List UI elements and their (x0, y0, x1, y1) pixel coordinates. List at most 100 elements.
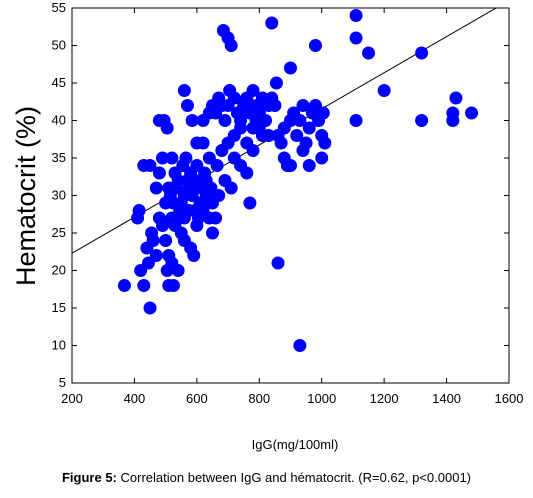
y-tick-label: 5 (59, 375, 66, 390)
data-point (315, 151, 329, 165)
data-point (243, 196, 257, 210)
data-point (180, 99, 194, 112)
y-tick-label: 10 (52, 338, 66, 353)
data-point (174, 196, 188, 210)
data-point (449, 91, 463, 105)
x-tick-label: 200 (61, 391, 83, 406)
data-point (185, 189, 199, 202)
data-point (205, 196, 219, 210)
data-point (362, 46, 376, 60)
data-point (149, 181, 163, 195)
data-point (143, 159, 157, 172)
data-point (246, 121, 260, 135)
y-tick-label: 30 (52, 188, 66, 203)
data-point (415, 114, 429, 127)
data-point (137, 279, 151, 292)
data-point (234, 121, 248, 135)
y-tick-label: 50 (52, 38, 66, 53)
y-tick-label: 55 (52, 0, 66, 15)
data-point (265, 16, 279, 30)
data-point (293, 114, 307, 127)
y-axis-title: Hematocrit (%) (11, 106, 41, 286)
data-point (296, 144, 310, 157)
data-point (152, 166, 166, 180)
data-point (284, 61, 297, 75)
data-point (160, 121, 174, 135)
data-point (145, 226, 159, 240)
data-point (209, 211, 223, 225)
data-point (415, 46, 429, 60)
figure-caption-label: Figure 5: (61, 470, 117, 485)
data-point (446, 114, 460, 127)
data-point (269, 76, 283, 90)
data-point (240, 166, 254, 180)
data-point (465, 106, 479, 120)
data-point (187, 249, 201, 262)
y-tick-label: 35 (52, 150, 66, 165)
data-point (179, 151, 193, 165)
data-point (177, 84, 191, 97)
data-point (296, 99, 310, 112)
data-point (302, 159, 316, 172)
data-point (316, 106, 330, 120)
data-point (196, 136, 210, 150)
y-tick-label: 40 (52, 113, 66, 128)
chart: 5 10 15 20 25 30 35 40 45 50 55 200 400 600 800 1000 12… (11, 0, 523, 452)
data-point (224, 181, 238, 195)
data-point (377, 84, 391, 97)
y-tick-label: 45 (52, 75, 66, 90)
x-tick-label: 1400 (432, 391, 461, 406)
data-point (156, 219, 170, 232)
data-point (349, 9, 363, 22)
x-tick-label: 600 (186, 391, 208, 406)
data-point (117, 279, 131, 292)
data-point (246, 84, 260, 97)
data-point (268, 99, 282, 112)
y-tick-label: 20 (52, 263, 66, 278)
data-point (259, 114, 273, 127)
data-point (246, 144, 260, 157)
data-point (143, 301, 157, 315)
figure-caption-text: Correlation between IgG and hématocrit. … (120, 470, 472, 485)
data-point (191, 211, 205, 225)
data-point (202, 151, 216, 165)
data-point (302, 121, 316, 135)
data-point (308, 39, 322, 52)
x-tick-label: 1600 (495, 391, 524, 406)
data-point (132, 204, 146, 217)
y-tick-label: 25 (52, 225, 66, 240)
data-point (160, 264, 174, 277)
figure-caption: Figure 5: Correlation between IgG and hé… (0, 470, 533, 485)
data-point (185, 114, 199, 127)
data-point (165, 151, 179, 165)
data-point (205, 226, 219, 240)
data-point (170, 181, 184, 195)
data-point (227, 91, 241, 105)
x-tick-label: 800 (248, 391, 270, 406)
data-point (168, 219, 182, 232)
data-point (318, 136, 332, 150)
data-point (218, 114, 232, 127)
data-point (166, 279, 180, 292)
data-point (224, 39, 238, 52)
points-layer (117, 9, 479, 352)
data-point (290, 129, 304, 142)
data-point (204, 181, 218, 195)
y-tick-label: 15 (52, 300, 66, 315)
data-point (156, 151, 170, 165)
data-point (349, 114, 363, 127)
data-point (159, 234, 173, 247)
x-tick-label: 1000 (307, 391, 336, 406)
x-axis-title: IgG(mg/100ml) (252, 437, 339, 452)
data-point (349, 31, 363, 45)
data-point (149, 249, 163, 262)
x-tick-label: 1200 (370, 391, 399, 406)
data-point (262, 129, 276, 142)
data-point (293, 339, 307, 352)
data-point (274, 136, 288, 150)
x-axis: 200 400 600 800 1000 1200 1400 1600 (61, 8, 523, 406)
x-tick-label: 400 (124, 391, 146, 406)
y-axis: 5 10 15 20 25 30 35 40 45 50 55 (52, 0, 509, 390)
data-point (277, 151, 291, 165)
data-point (171, 264, 185, 277)
